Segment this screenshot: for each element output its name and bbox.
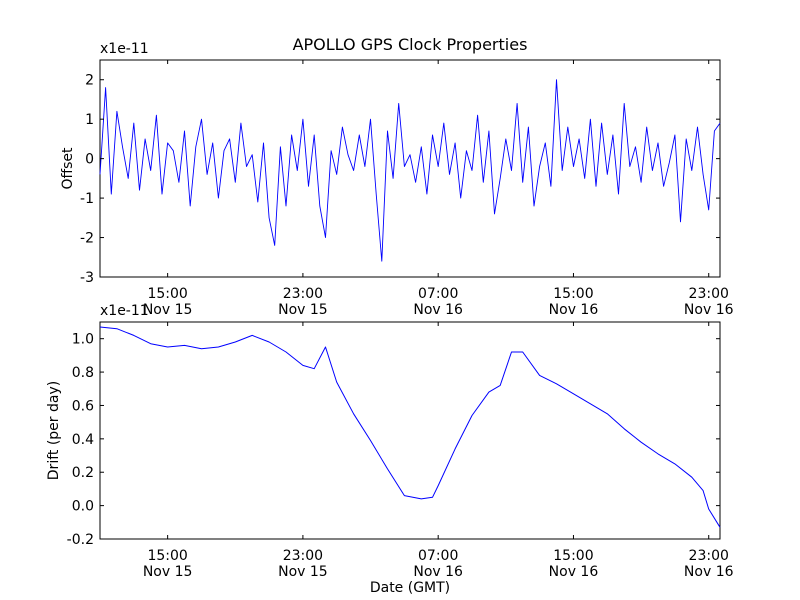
y-tick-label: 1 — [85, 112, 94, 128]
x-tick-date-label: Nov 16 — [549, 564, 599, 580]
x-tick-date-label: Nov 15 — [278, 302, 328, 318]
y-tick-label: 0.8 — [72, 365, 94, 381]
axes-frame — [99, 321, 721, 540]
y-tick-label: 0.0 — [72, 499, 94, 515]
y-tick-label: -2 — [80, 231, 94, 247]
x-tick-date-label: Nov 16 — [684, 302, 734, 318]
y-tick-label: 0.6 — [72, 398, 94, 414]
x-tick-time-label: 23:00 — [283, 286, 323, 302]
x-tick-time-label: 23:00 — [689, 286, 729, 302]
series-line — [99, 326, 721, 528]
y-tick-label: -3 — [80, 270, 94, 286]
x-tick-date-label: Nov 15 — [278, 564, 328, 580]
y-tick-label: -1 — [80, 191, 94, 207]
x-axis-label: Date (GMT) — [370, 580, 450, 596]
x-tick-time-label: 23:00 — [283, 548, 323, 564]
y-tick-label: 0.4 — [72, 432, 94, 448]
x-tick-date-label: Nov 15 — [143, 302, 193, 318]
x-tick-time-label: 15:00 — [553, 548, 593, 564]
y-axis-label: Offset — [60, 147, 76, 190]
x-tick-date-label: Nov 16 — [684, 564, 734, 580]
x-tick-time-label: 15:00 — [147, 548, 187, 564]
y-tick-label: 0.2 — [72, 465, 94, 481]
x-tick-time-label: 07:00 — [418, 286, 458, 302]
series-line — [99, 79, 721, 262]
axes-frame — [99, 59, 721, 278]
x-tick-time-label: 23:00 — [689, 548, 729, 564]
y-multiplier-label: x1e-11 — [100, 303, 149, 319]
y-tick-label: 0 — [85, 152, 94, 168]
x-tick-date-label: Nov 16 — [413, 302, 463, 318]
y-tick-label: 2 — [85, 73, 94, 89]
x-tick-time-label: 15:00 — [553, 286, 593, 302]
x-tick-time-label: 07:00 — [418, 548, 458, 564]
y-multiplier-label: x1e-11 — [100, 41, 149, 57]
y-tick-label: -0.2 — [67, 532, 94, 548]
y-tick-label: 1.0 — [72, 332, 94, 348]
x-tick-date-label: Nov 16 — [413, 564, 463, 580]
chart-title: APOLLO GPS Clock Properties — [293, 35, 528, 54]
y-axis-label: Drift (per day) — [46, 381, 62, 480]
x-tick-date-label: Nov 15 — [143, 564, 193, 580]
x-tick-time-label: 15:00 — [147, 286, 187, 302]
x-tick-date-label: Nov 16 — [549, 302, 599, 318]
